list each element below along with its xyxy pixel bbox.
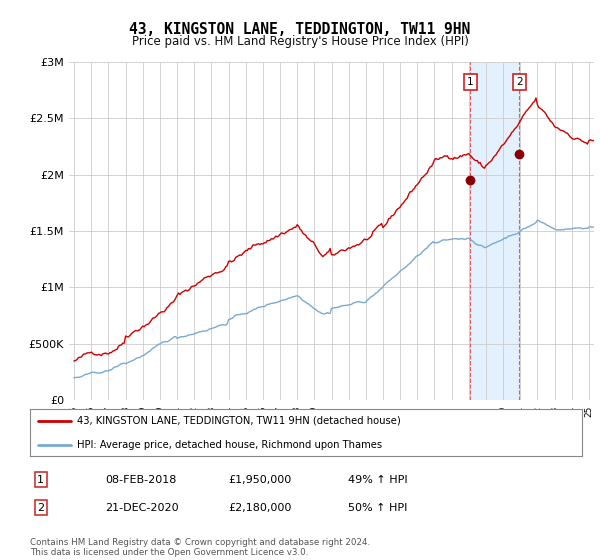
Text: Price paid vs. HM Land Registry's House Price Index (HPI): Price paid vs. HM Land Registry's House … <box>131 35 469 48</box>
Bar <box>470 62 520 400</box>
Text: 50% ↑ HPI: 50% ↑ HPI <box>348 503 407 513</box>
Text: £1,950,000: £1,950,000 <box>228 475 291 485</box>
Text: 2: 2 <box>516 77 523 87</box>
Text: 43, KINGSTON LANE, TEDDINGTON, TW11 9HN (detached house): 43, KINGSTON LANE, TEDDINGTON, TW11 9HN … <box>77 416 401 426</box>
Text: 21-DEC-2020: 21-DEC-2020 <box>105 503 179 513</box>
Text: 1: 1 <box>37 475 44 485</box>
Text: HPI: Average price, detached house, Richmond upon Thames: HPI: Average price, detached house, Rich… <box>77 440 382 450</box>
Text: £2,180,000: £2,180,000 <box>228 503 292 513</box>
Text: 08-FEB-2018: 08-FEB-2018 <box>105 475 176 485</box>
Text: Contains HM Land Registry data © Crown copyright and database right 2024.
This d: Contains HM Land Registry data © Crown c… <box>30 538 370 557</box>
Text: 49% ↑ HPI: 49% ↑ HPI <box>348 475 407 485</box>
Text: 43, KINGSTON LANE, TEDDINGTON, TW11 9HN: 43, KINGSTON LANE, TEDDINGTON, TW11 9HN <box>130 22 470 38</box>
Text: 2: 2 <box>37 503 44 513</box>
Text: 1: 1 <box>467 77 474 87</box>
